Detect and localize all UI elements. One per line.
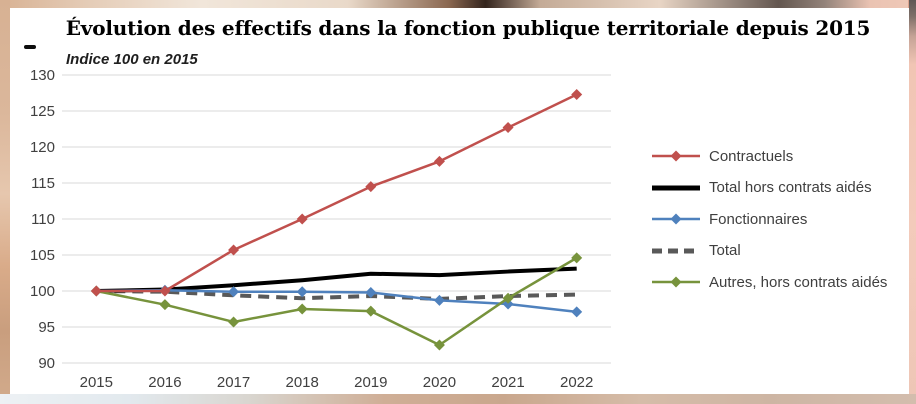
legend-item-total-hors-contrats-aides: Total hors contrats aidés — [652, 179, 910, 197]
y-tick-label: 125 — [30, 103, 55, 120]
legend-key-total-hors-contrats-aides-line — [652, 185, 700, 190]
photo-border-bottom — [0, 394, 916, 404]
series-marker-contractuels — [365, 181, 377, 193]
series-line-total-hors-contrats-aides — [96, 266, 577, 293]
legend-key-fonctionnaires-line — [652, 213, 700, 225]
chart-title: Évolution des effectifs dans la fonction… — [65, 16, 871, 40]
legend-label: Total hors contrats aidés — [709, 179, 872, 196]
series-marker-contractuels — [433, 155, 445, 167]
series-line-autres-hors-contrats-aides — [96, 256, 578, 347]
series-line-contractuels — [96, 93, 578, 293]
series-marker-fonctionnaires — [296, 286, 308, 298]
legend-key-autres-hors-contrats-aides-line — [652, 276, 700, 288]
legend-item-total: Total — [652, 242, 910, 260]
x-tick-label: 2019 — [354, 374, 387, 391]
legend-item-contractuels: Contractuels — [652, 147, 910, 165]
x-tick-label: 2021 — [491, 374, 524, 391]
series-marker-contractuels — [159, 285, 171, 297]
series-marker-autres-hors-contrats-aides — [296, 303, 308, 315]
x-tick-label: 2015 — [80, 374, 113, 391]
y-tick-label: 105 — [30, 247, 55, 264]
chart-page — [10, 8, 909, 394]
legend-item-fonctionnaires: Fonctionnaires — [652, 210, 910, 228]
series-marker-fonctionnaires — [228, 286, 240, 298]
legend-label: Total — [709, 242, 741, 259]
photo-border-left — [0, 0, 10, 404]
legend-key-total-line — [652, 248, 700, 253]
series-marker-autres-hors-contrats-aides — [502, 292, 514, 304]
legend-key-contractuels-line — [652, 150, 700, 162]
series-marker-contractuels — [502, 122, 514, 134]
y-tick-label: 100 — [30, 283, 55, 300]
axis-unit-note: Indice 100 en 2015 — [66, 51, 198, 68]
y-tick-label: 90 — [38, 355, 55, 372]
series-marker-contractuels — [296, 213, 308, 225]
y-tick-label: 110 — [31, 211, 55, 228]
series-marker-contractuels — [90, 285, 102, 297]
stray-dash-mark — [24, 45, 36, 49]
y-tick-label: 115 — [31, 175, 55, 192]
series-marker-autres-hors-contrats-aides — [365, 305, 377, 317]
legend-label: Autres, hors contrats aidés — [709, 273, 888, 291]
series-marker-autres-hors-contrats-aides — [228, 316, 240, 328]
series-marker-fonctionnaires — [365, 286, 377, 298]
x-tick-label: 2018 — [286, 374, 319, 391]
series-marker-autres-hors-contrats-aides — [571, 252, 583, 264]
x-tick-label: 2020 — [423, 374, 456, 391]
chart-legend: Contractuels Total hors contrats aidés Fon… — [652, 147, 910, 305]
y-tick-label: 120 — [30, 139, 55, 156]
x-tick-label: 2022 — [560, 374, 593, 391]
x-tick-label: 2016 — [148, 374, 181, 391]
y-tick-label: 95 — [38, 319, 55, 336]
y-tick-label: 130 — [30, 67, 55, 84]
series-marker-autres-hors-contrats-aides — [159, 299, 171, 311]
legend-label: Contractuels — [709, 147, 794, 165]
series-marker-contractuels — [571, 88, 583, 100]
series-line-fonctionnaires — [96, 289, 577, 314]
legend-label: Fonctionnaires — [709, 210, 808, 228]
series-marker-autres-hors-contrats-aides — [433, 339, 445, 351]
series-marker-fonctionnaires — [571, 306, 583, 318]
legend-item-autres-hors-contrats-aides: Autres, hors contrats aidés — [652, 273, 910, 291]
photo-border-top — [0, 0, 916, 8]
series-line-total — [96, 289, 577, 301]
series-marker-fonctionnaires — [433, 294, 445, 306]
series-marker-contractuels — [228, 244, 240, 256]
x-tick-label: 2017 — [217, 374, 250, 391]
